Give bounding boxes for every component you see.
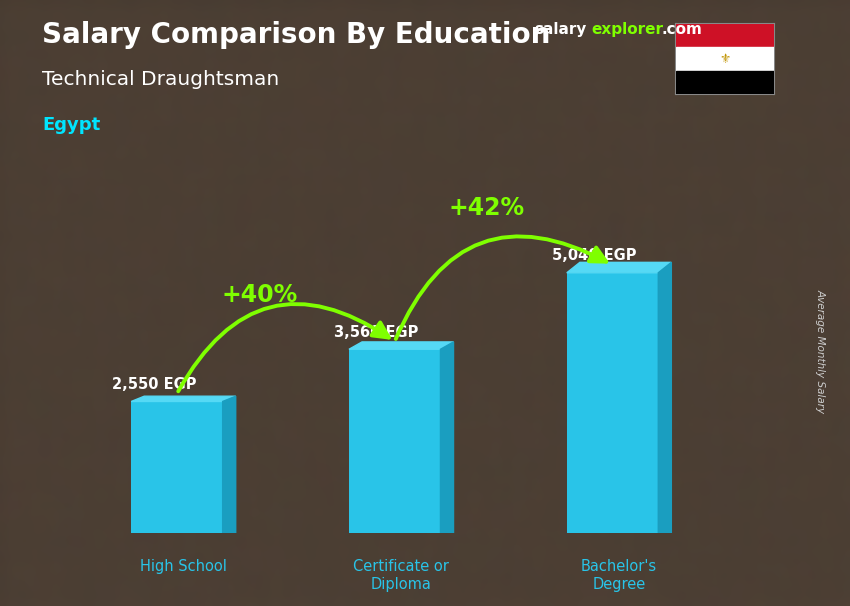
Bar	[676, 71, 774, 94]
Text: Egypt: Egypt	[42, 116, 101, 135]
Text: +40%: +40%	[222, 283, 298, 307]
Text: Average Monthly Salary: Average Monthly Salary	[815, 290, 825, 413]
Text: 2,550 EGP: 2,550 EGP	[111, 377, 196, 392]
Text: 5,040 EGP: 5,040 EGP	[552, 248, 636, 264]
Bar	[131, 401, 223, 533]
Bar	[349, 349, 440, 533]
Polygon shape	[658, 262, 672, 533]
Bar	[676, 24, 774, 47]
Text: Salary Comparison By Education: Salary Comparison By Education	[42, 21, 551, 49]
Polygon shape	[567, 262, 672, 273]
Text: Technical Draughtsman: Technical Draughtsman	[42, 70, 280, 88]
Text: ⚜: ⚜	[719, 53, 730, 65]
Polygon shape	[131, 396, 235, 401]
Bar	[676, 47, 774, 71]
Text: Certificate or
Diploma: Certificate or Diploma	[354, 559, 449, 591]
Polygon shape	[440, 342, 454, 533]
Text: Bachelor's
Degree: Bachelor's Degree	[581, 559, 657, 591]
Text: salary: salary	[534, 22, 586, 38]
Text: .com: .com	[661, 22, 702, 38]
Text: High School: High School	[140, 559, 227, 574]
Bar	[567, 273, 658, 533]
Text: explorer: explorer	[592, 22, 664, 38]
Polygon shape	[349, 342, 454, 349]
Text: +42%: +42%	[448, 196, 524, 220]
Polygon shape	[223, 396, 235, 533]
Text: 3,560 EGP: 3,560 EGP	[334, 325, 418, 340]
